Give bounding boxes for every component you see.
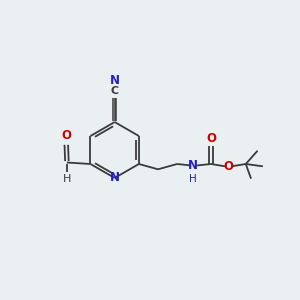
Text: O: O [206, 132, 216, 145]
Text: N: N [188, 159, 198, 172]
Text: H: H [190, 174, 197, 184]
Text: O: O [223, 160, 233, 173]
Text: H: H [63, 174, 71, 184]
Text: O: O [61, 129, 71, 142]
Text: N: N [110, 74, 120, 87]
Text: C: C [111, 86, 119, 96]
Text: N: N [110, 172, 120, 184]
